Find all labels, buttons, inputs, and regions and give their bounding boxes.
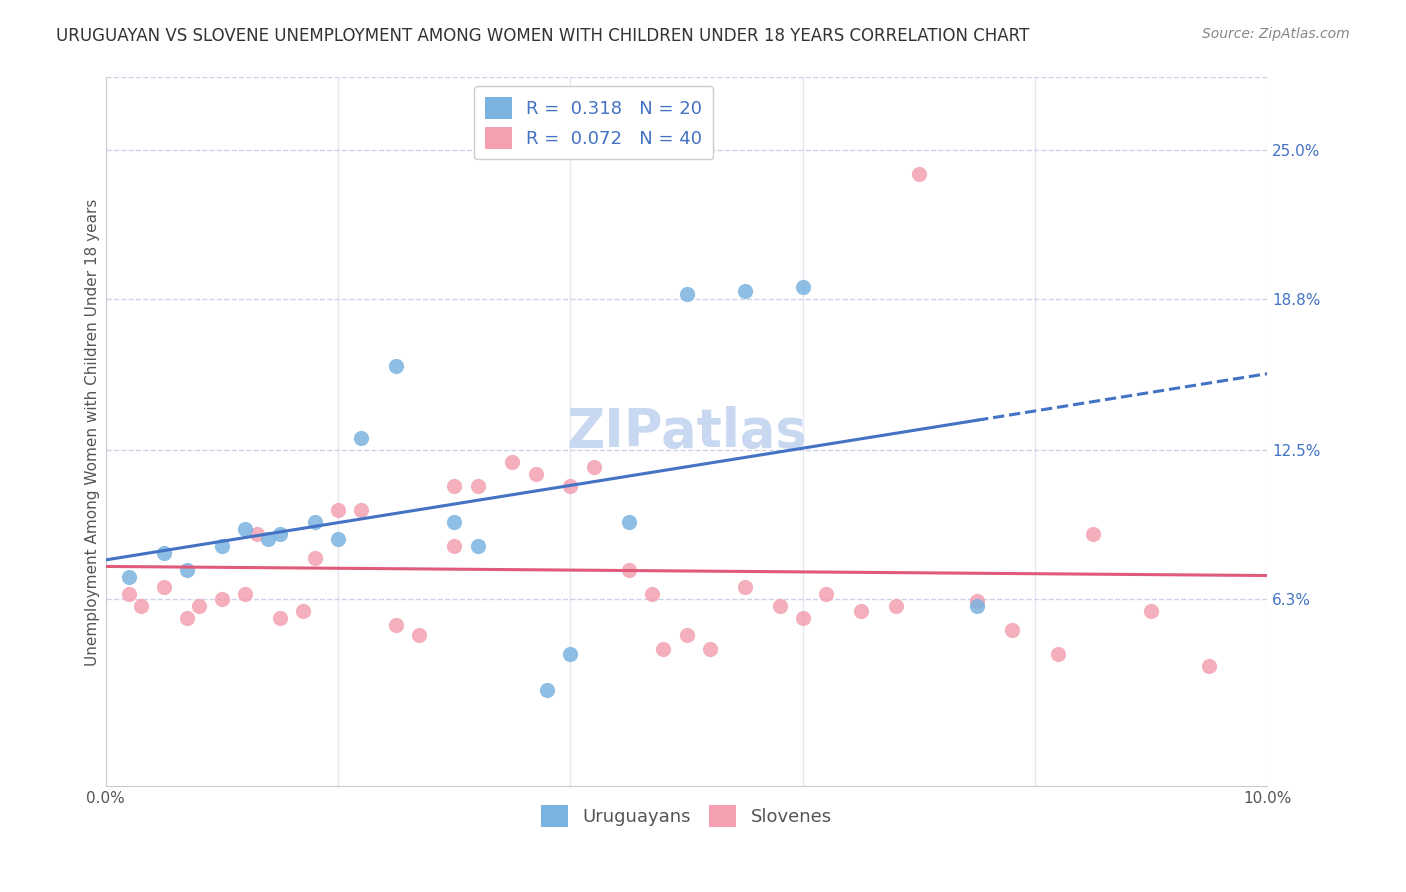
Point xyxy=(734,580,756,594)
Point xyxy=(443,515,465,529)
Point xyxy=(211,592,233,607)
Point xyxy=(849,604,872,618)
Point xyxy=(257,532,280,546)
Point xyxy=(908,167,931,181)
Point xyxy=(350,503,373,517)
Point xyxy=(246,527,269,541)
Point xyxy=(652,642,675,657)
Point xyxy=(269,527,291,541)
Point xyxy=(884,599,907,614)
Point xyxy=(118,587,141,601)
Point xyxy=(292,604,315,618)
Point xyxy=(966,599,988,614)
Point xyxy=(467,479,489,493)
Point xyxy=(211,539,233,553)
Point xyxy=(582,459,605,474)
Point xyxy=(768,599,790,614)
Point xyxy=(350,431,373,445)
Point xyxy=(524,467,547,481)
Point xyxy=(792,279,814,293)
Point xyxy=(966,594,988,608)
Point xyxy=(187,599,209,614)
Point xyxy=(443,539,465,553)
Legend: Uruguayans, Slovenes: Uruguayans, Slovenes xyxy=(534,797,839,834)
Point xyxy=(269,611,291,625)
Point xyxy=(385,359,408,373)
Point xyxy=(443,479,465,493)
Point xyxy=(328,532,350,546)
Point xyxy=(153,580,176,594)
Text: ZIPatlas: ZIPatlas xyxy=(567,406,807,458)
Point xyxy=(176,611,198,625)
Text: URUGUAYAN VS SLOVENE UNEMPLOYMENT AMONG WOMEN WITH CHILDREN UNDER 18 YEARS CORRE: URUGUAYAN VS SLOVENE UNEMPLOYMENT AMONG … xyxy=(56,27,1029,45)
Point xyxy=(176,563,198,577)
Point xyxy=(815,587,838,601)
Point xyxy=(617,515,640,529)
Point xyxy=(699,642,721,657)
Point xyxy=(385,618,408,632)
Point xyxy=(792,611,814,625)
Point xyxy=(1047,648,1070,662)
Point xyxy=(408,628,430,642)
Point xyxy=(560,479,582,493)
Point xyxy=(467,539,489,553)
Point xyxy=(153,546,176,560)
Point xyxy=(560,648,582,662)
Point xyxy=(675,286,697,301)
Point xyxy=(233,522,256,536)
Point xyxy=(304,515,326,529)
Point xyxy=(1140,604,1163,618)
Point xyxy=(328,503,350,517)
Point xyxy=(617,563,640,577)
Point xyxy=(501,455,523,469)
Point xyxy=(1001,624,1024,638)
Point xyxy=(233,587,256,601)
Point xyxy=(536,683,558,698)
Point xyxy=(129,599,152,614)
Point xyxy=(118,570,141,584)
Text: Source: ZipAtlas.com: Source: ZipAtlas.com xyxy=(1202,27,1350,41)
Point xyxy=(1198,659,1220,673)
Y-axis label: Unemployment Among Women with Children Under 18 years: Unemployment Among Women with Children U… xyxy=(86,198,100,665)
Point xyxy=(1083,527,1105,541)
Point xyxy=(734,285,756,299)
Point xyxy=(641,587,664,601)
Point xyxy=(675,628,697,642)
Point xyxy=(304,551,326,566)
